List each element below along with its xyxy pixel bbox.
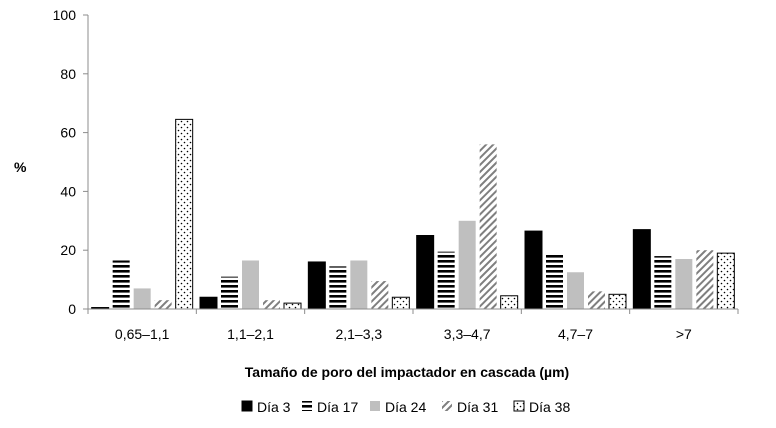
bar-d-a-31-5 [696,250,714,309]
bar-d-a-31-1 [263,300,280,309]
y-tick-label: 40 [60,183,76,199]
legend: Día 3 Día 17 Día 24 Día 31 Día 38 [241,399,570,415]
bar-d-a-24-1 [242,260,259,309]
bar-d-a-17-1 [221,276,238,309]
x-axis-ticks: 0,65–1,1 1,1–2,1 2,1–3,3 3,3–4,7 4,7–7 >7 [87,309,739,342]
bars-group [91,118,735,310]
bar-d-a-38-4 [608,293,627,310]
bar-d-a-17-5 [654,256,672,309]
bar-d-a-3-1 [199,296,218,310]
bar-d-a-3-5 [632,229,651,310]
bar-d-a-24-5 [675,259,693,309]
y-tick-label: 80 [60,66,76,82]
legend-label: Día 3 [257,399,291,415]
bar-d-a-17-4 [546,254,563,309]
bar-d-a-24-4 [567,272,584,309]
y-tick-label: 0 [68,301,76,317]
bar-d-a-31-2 [371,281,389,309]
y-tick-label: 20 [60,242,76,258]
bar-d-a-31-0 [154,300,172,309]
legend-swatch [241,400,253,412]
x-tick-label: 4,7–7 [558,326,593,342]
bar-d-a-31-4 [588,291,605,309]
legend-swatch [513,400,525,412]
y-tick-label: 60 [60,125,76,141]
legend-swatch [302,401,312,411]
x-tick-label: 0,65–1,1 [115,326,170,342]
y-axis-ticks: 0 20 40 60 80 100 [53,7,88,317]
legend-label: Día 31 [457,399,498,415]
bar-d-a-24-3 [458,220,476,309]
legend-label: Día 24 [385,399,426,415]
x-tick-label: >7 [676,326,692,342]
bar-d-a-3-3 [416,235,435,310]
bar-d-a-17-2 [329,266,347,309]
bar-d-a-17-0 [112,260,130,309]
bar-d-a-3-4 [524,230,543,310]
x-tick-label: 1,1–2,1 [227,326,274,342]
bar-d-a-38-5 [716,252,735,310]
bar-d-a-38-0 [175,118,194,310]
bar-d-a-38-2 [391,296,410,310]
legend-label: Día 38 [529,399,570,415]
x-tick-label: 2,1–3,3 [335,326,382,342]
y-tick-label: 100 [53,7,77,23]
bar-d-a-24-2 [350,260,368,309]
y-axis-label: % [14,159,27,175]
legend-swatch [370,401,380,411]
legend-swatch [442,401,452,411]
bar-d-a-38-1 [283,302,302,310]
x-axis-label: Tamaño de poro del impactador en cascada… [245,364,569,380]
x-tick-label: 3,3–4,7 [444,326,491,342]
bar-d-a-24-0 [133,288,151,309]
bar-d-a-3-2 [307,261,326,310]
bar-d-a-38-3 [500,295,519,310]
legend-label: Día 17 [317,399,358,415]
bar-d-a-31-3 [479,144,497,309]
bar-d-a-17-3 [437,251,455,309]
